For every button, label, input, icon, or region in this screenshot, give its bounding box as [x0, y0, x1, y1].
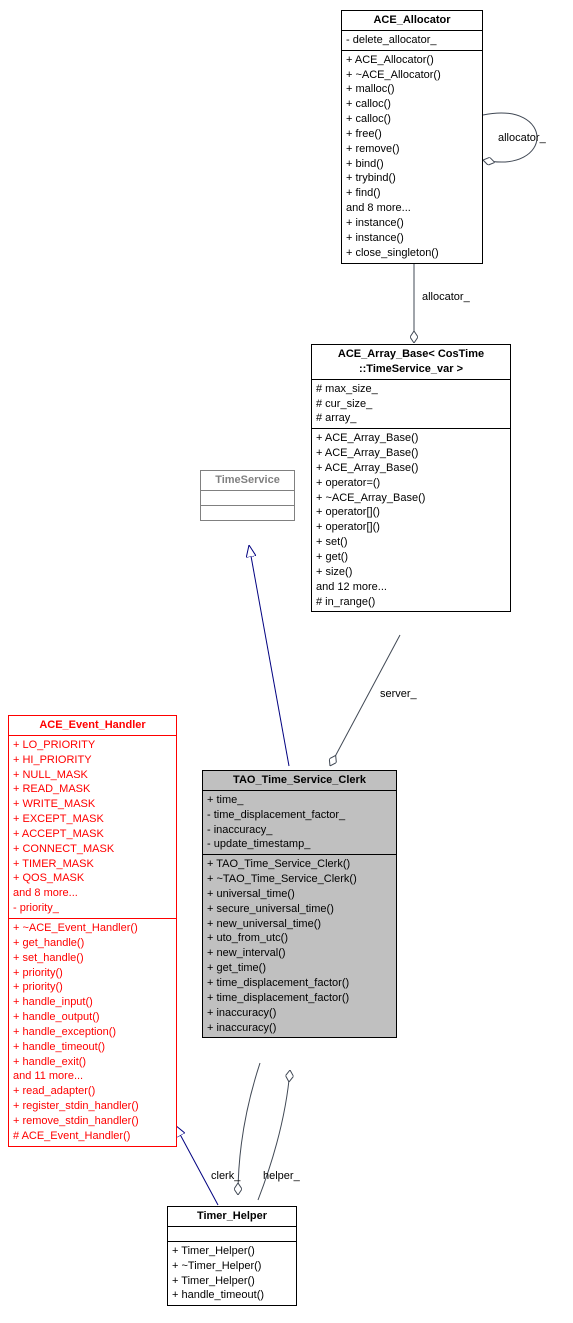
class-ace-array-base: ACE_Array_Base< CosTime ::TimeService_va…	[311, 344, 511, 612]
edge-label-server: server_	[380, 688, 417, 700]
edge-label-allocator: allocator_	[422, 291, 470, 303]
edge-label-helper: helper_	[263, 1170, 300, 1182]
class-methods: + TAO_Time_Service_Clerk() + ~TAO_Time_S…	[203, 855, 396, 1037]
class-attributes	[201, 491, 294, 506]
class-attributes	[168, 1227, 296, 1242]
class-tao-time-service-clerk: TAO_Time_Service_Clerk + time_ ‑ time_di…	[202, 770, 397, 1038]
class-title: TimeService	[201, 471, 294, 491]
class-timeservice: TimeService	[200, 470, 295, 521]
class-title: TAO_Time_Service_Clerk	[203, 771, 396, 791]
class-timer-helper: Timer_Helper + Timer_Helper() + ~Timer_H…	[167, 1206, 297, 1306]
class-methods	[201, 506, 294, 520]
class-title: ACE_Event_Handler	[9, 716, 176, 736]
class-methods: + Timer_Helper() + ~Timer_Helper() + Tim…	[168, 1242, 296, 1305]
edge-label-allocator-self: allocator_	[498, 132, 546, 144]
class-title: ACE_Array_Base< CosTime ::TimeService_va…	[312, 345, 510, 380]
edge-label-clerk: clerk_	[211, 1170, 240, 1182]
class-ace-allocator: ACE_Allocator ‑ delete_allocator_ + ACE_…	[341, 10, 483, 264]
class-attributes: ‑ delete_allocator_	[342, 31, 482, 51]
class-title: Timer_Helper	[168, 1207, 296, 1227]
class-title: ACE_Allocator	[342, 11, 482, 31]
class-attributes: + time_ ‑ time_displacement_factor_ ‑ in…	[203, 791, 396, 855]
class-methods: + ACE_Allocator() + ~ACE_Allocator() + m…	[342, 51, 482, 263]
class-attributes: # max_size_ # cur_size_ # array_	[312, 380, 510, 430]
class-attributes: + LO_PRIORITY + HI_PRIORITY + NULL_MASK …	[9, 736, 176, 919]
class-methods: + ~ACE_Event_Handler() + get_handle() + …	[9, 919, 176, 1146]
class-ace-event-handler: ACE_Event_Handler + LO_PRIORITY + HI_PRI…	[8, 715, 177, 1147]
class-methods: + ACE_Array_Base() + ACE_Array_Base() + …	[312, 429, 510, 611]
